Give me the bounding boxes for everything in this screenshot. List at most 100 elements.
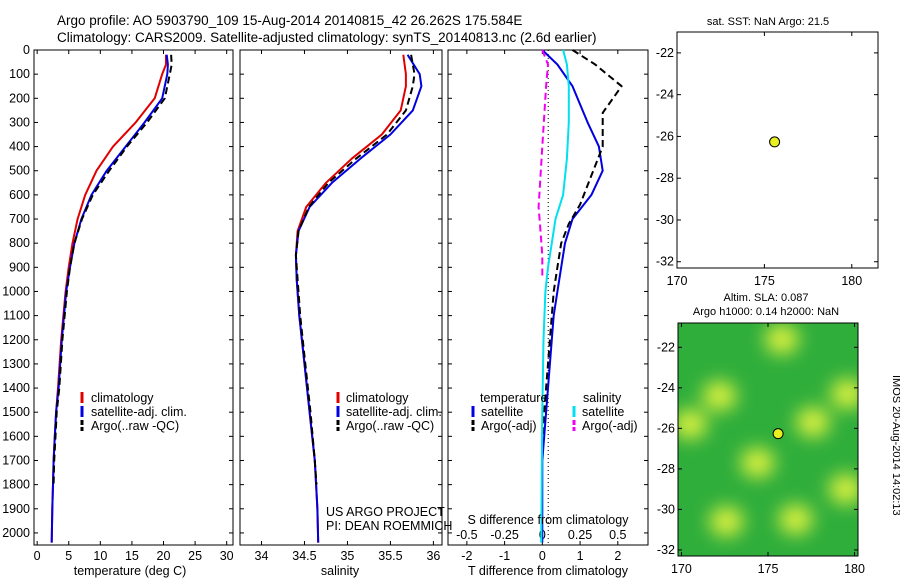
y-tick-label: 600: [9, 188, 30, 202]
sst-map-ticks: 170 175 180 -22 -24 -26 -28 -30 -32: [656, 32, 878, 288]
x-tick-label: 34: [255, 549, 269, 563]
x-tick-label: 35.5: [378, 549, 402, 563]
salinity-ticks: 34 34.5 35 35.5 36: [240, 49, 442, 563]
s-difference-tick-label: 0.5: [609, 528, 626, 542]
sst-map-frame: [676, 31, 879, 269]
salinity-axes-frame: [239, 49, 443, 546]
temperature-x-axis-label: temperature (deg C): [74, 564, 187, 578]
sla-highlight: [830, 378, 858, 409]
y-tick-label: 800: [9, 236, 30, 250]
sla-map-marks: [772, 428, 784, 440]
legend-label-sal-satellite: satellite: [582, 405, 624, 419]
sla-map-title: Altim. SLA: 0.087: [724, 292, 809, 304]
x-tick-label: 0: [34, 549, 41, 563]
y-tick-label: -30: [657, 502, 675, 516]
sla-heatmap-background: [678, 323, 858, 556]
y-tick-label: 1800: [2, 478, 30, 492]
pi-credit: PI: DEAN ROEMMICH: [326, 519, 452, 533]
legend-label-argo: Argo(..raw -QC): [346, 419, 434, 433]
temperature-panel: 0 5 10 15 20 25 300100200300400500600700800900…: [2, 43, 233, 578]
y-tick-label: -30: [656, 213, 674, 227]
temperature-axes-frame: [33, 49, 234, 546]
y-tick-label: 1700: [2, 453, 30, 467]
y-tick-label: 1200: [2, 333, 30, 347]
series-line-satellite-adj-clim: [50, 54, 169, 543]
x-tick-label: -2: [461, 549, 472, 563]
y-tick-label: 0: [23, 43, 30, 57]
legend-header-salinity: salinity: [583, 391, 622, 405]
series-line-climatology: [50, 54, 167, 543]
x-tick-label: 175: [754, 274, 775, 288]
sst-map-title: sat. SST: NaN Argo: 21.5: [707, 16, 829, 28]
series-line-argo-raw-qc: [52, 54, 173, 485]
y-tick-label: 400: [9, 140, 30, 154]
x-tick-label: 15: [125, 549, 139, 563]
series-line-satellite-adj-clim: [294, 54, 423, 543]
sla-highlight: [764, 324, 799, 355]
x-tick-label: 170: [671, 562, 692, 576]
salinity-legend: climatology satellite-adj. clim. Argo(..…: [336, 391, 442, 433]
x-tick-label: 10: [93, 549, 107, 563]
y-tick-label: 500: [9, 164, 30, 178]
y-tick-label: -24: [657, 381, 675, 395]
y-tick-label: 1900: [2, 502, 30, 516]
sla-map-panel: Altim. SLA: 0.087 Argo h1000: 0.14 h2000…: [657, 292, 865, 576]
legend-header-temperature: temperature: [480, 391, 547, 405]
y-tick-label: 1000: [2, 284, 30, 298]
series-line-salinity-satellite: [540, 49, 570, 543]
sla-highlight-field: [678, 324, 858, 537]
series-line-climatology: [294, 54, 407, 543]
y-tick-label: 1600: [2, 429, 30, 443]
salinity-profile-lines: [294, 54, 423, 543]
x-tick-label: 25: [188, 549, 202, 563]
project-credit: US ARGO PROJECT: [326, 505, 445, 519]
sla-highlight: [740, 447, 775, 478]
legend-label-temp-argo: Argo(-adj): [481, 419, 537, 433]
legend-label-sal-argo: Argo(-adj): [582, 419, 638, 433]
series-line-temperature-argo-adj: [541, 49, 623, 437]
legend-label-climatology: climatology: [91, 391, 154, 405]
s-difference-tick-label: 0.25: [568, 528, 592, 542]
s-difference-tick-label: -0.25: [490, 528, 519, 542]
argo-float-marker: [772, 428, 784, 440]
y-tick-label: -22: [656, 46, 674, 60]
salinity-panel: 34 34.5 35 35.5 36 salinity climatology sate…: [239, 49, 452, 578]
sla-highlight: [778, 504, 813, 535]
series-line-temperature-satellite: [541, 49, 604, 543]
t-difference-axis-label: T difference from climatology: [468, 564, 629, 578]
y-tick-label: 1500: [2, 405, 30, 419]
x-tick-label: 2: [614, 549, 621, 563]
y-tick-label: 300: [9, 115, 30, 129]
y-tick-label: -32: [657, 543, 675, 557]
sla-map-subtitle: Argo h1000: 0.14 h2000: NaN: [693, 306, 839, 318]
y-tick-label: -26: [657, 421, 675, 435]
sla-heatmap: [678, 323, 858, 556]
x-tick-label: 34.5: [292, 549, 316, 563]
x-tick-label: 5: [65, 549, 72, 563]
x-tick-label: -1: [499, 549, 510, 563]
temperature-ticks: 0 5 10 15 20 25 300100200300400500600700800900…: [2, 43, 233, 563]
x-tick-label: 30: [220, 549, 234, 563]
legend-label-climatology: climatology: [346, 391, 409, 405]
temperature-legend: climatology satellite-adj. clim. Argo(..…: [80, 391, 187, 433]
y-tick-label: 1300: [2, 357, 30, 371]
series-line-argo-raw-qc: [294, 54, 416, 485]
sla-highlight: [828, 474, 858, 505]
y-tick-label: 2000: [2, 526, 30, 540]
y-tick-label: 1100: [3, 309, 30, 323]
difference-panel: -2 -1 0 1 2-0.5 -0.25 0 0.25 0.5 S difference fr…: [447, 49, 649, 578]
legend-label-argo: Argo(..raw -QC): [91, 419, 179, 433]
x-tick-label: 180: [841, 274, 862, 288]
sst-map-panel: sat. SST: NaN Argo: 21.5 170 175 180 -22 -24…: [656, 16, 879, 288]
legend-label-temp-satellite: satellite: [481, 405, 523, 419]
sst-map-marks: [769, 136, 781, 148]
header-line-2: Climatology: CARS2009. Satellite-adjuste…: [57, 30, 597, 45]
y-tick-label: 200: [9, 91, 30, 105]
y-tick-label: 900: [9, 260, 30, 274]
sla-map-ticks: 170 175 180 -22 -24 -26 -28 -30 -32: [657, 323, 865, 576]
x-tick-label: 175: [758, 562, 779, 576]
y-tick-label: -24: [656, 88, 674, 102]
x-tick-label: 170: [667, 274, 688, 288]
y-tick-label: -32: [656, 255, 674, 269]
